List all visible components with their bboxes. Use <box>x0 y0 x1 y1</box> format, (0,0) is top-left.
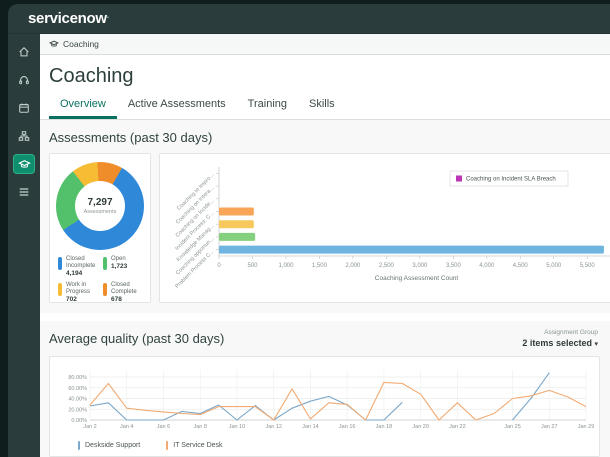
assignment-group-filter: Assignment Group 2 items selected ▾ <box>522 329 598 348</box>
average-quality-title: Average quality (past 30 days) <box>49 331 225 346</box>
svg-text:80.00%: 80.00% <box>68 375 87 381</box>
legend-swatch <box>58 257 62 270</box>
assessments-section: Assessments (past 30 days) 7,297 Assessm… <box>40 120 610 313</box>
assessments-donut-card: 7,297 Assessments Closed Incomplete 4,194 <box>49 153 151 303</box>
list-icon[interactable] <box>13 182 35 202</box>
org-chart-icon[interactable] <box>13 126 35 146</box>
svg-text:Jan 25: Jan 25 <box>504 424 521 430</box>
svg-text:3,000: 3,000 <box>412 263 428 269</box>
svg-text:Jan 16: Jan 16 <box>339 424 356 430</box>
legend-swatch <box>78 441 80 450</box>
svg-text:Jan 14: Jan 14 <box>302 424 319 430</box>
legend-item[interactable]: IT Service Desk <box>166 441 223 450</box>
svg-text:5,000: 5,000 <box>546 263 562 269</box>
donut-center: 7,297 Assessments <box>75 181 125 231</box>
svg-text:2,000: 2,000 <box>345 263 361 269</box>
svg-text:Jan 20: Jan 20 <box>412 424 429 430</box>
servicenow-logo: servicenow. <box>28 10 109 27</box>
donut-total-label: Assessments <box>83 209 117 215</box>
svg-text:20.00%: 20.00% <box>68 407 87 413</box>
legend-label: Work in Progress <box>66 282 91 295</box>
tab-skills[interactable]: Skills <box>309 98 335 110</box>
legend-label: Closed Incomplete <box>66 256 96 269</box>
assessments-bar-chart-card: 0 500 1,000 1,500 2,000 2,500 3,000 3,500 4,000 4… <box>159 153 610 303</box>
line-chart-legend: Deskside Support IT Service Desk <box>54 438 595 452</box>
tab-active-assessments[interactable]: Active Assessments <box>127 98 226 110</box>
average-quality-line-chart[interactable]: Jan 2 Jan 4 Jan 6 Jan 8 Jan 10 Jan 12 Jan 14 Ja… <box>54 363 595 433</box>
assignment-group-label: Assignment Group <box>544 329 598 336</box>
page-title: Coaching <box>49 65 134 87</box>
headset-icon[interactable] <box>13 70 35 90</box>
app-window: servicenow. <box>8 4 610 457</box>
assignment-group-dropdown[interactable]: 2 items selected ▾ <box>522 338 598 348</box>
svg-text:Jan 10: Jan 10 <box>229 424 246 430</box>
svg-text:500: 500 <box>247 263 258 269</box>
svg-text:3,500: 3,500 <box>446 263 462 269</box>
donut-total: 7,297 <box>87 197 113 208</box>
home-icon[interactable] <box>13 42 35 62</box>
legend-value: 4,194 <box>66 270 83 277</box>
svg-text:Jan 12: Jan 12 <box>265 424 282 430</box>
breadcrumb-label: Coaching <box>63 39 99 49</box>
legend-swatch <box>103 257 107 270</box>
svg-text:Jan 29: Jan 29 <box>578 424 595 430</box>
left-nav <box>8 34 40 457</box>
legend-item[interactable]: Open 1,723 <box>103 256 142 278</box>
legend-item[interactable]: Closed Incomplete 4,194 <box>58 256 97 278</box>
svg-text:1,000: 1,000 <box>278 263 294 269</box>
tab-bar: Overview Active Assessments Training Ski… <box>40 93 610 120</box>
legend-item[interactable]: Closed Complete 678 <box>103 282 142 304</box>
svg-text:2,500: 2,500 <box>379 263 395 269</box>
assessments-bar-chart[interactable]: 0 500 1,000 1,500 2,000 2,500 3,000 3,500 4,000 4… <box>162 162 610 300</box>
legend-label: Closed Complete <box>111 282 137 295</box>
breadcrumb[interactable]: Coaching <box>40 34 610 55</box>
legend-swatch <box>166 441 169 450</box>
legend-value: 678 <box>111 296 122 303</box>
svg-text:Coaching on Incident SLA Breac: Coaching on Incident SLA Breach <box>466 177 556 183</box>
graduation-cap-icon <box>48 40 60 47</box>
chevron-down-icon: ▾ <box>594 341 598 348</box>
legend-label: IT Service Desk <box>173 442 223 449</box>
svg-text:0: 0 <box>217 263 221 269</box>
average-quality-section: Average quality (past 30 days) Assignmen… <box>40 321 610 457</box>
graduation-cap-icon[interactable] <box>13 154 35 174</box>
tab-overview[interactable]: Overview <box>49 93 117 119</box>
legend-swatch <box>103 283 107 296</box>
svg-text:0.00%: 0.00% <box>71 418 87 424</box>
svg-text:4,500: 4,500 <box>513 263 529 269</box>
svg-text:60.00%: 60.00% <box>68 386 87 392</box>
average-quality-line-chart-card: Jan 2 Jan 4 Jan 6 Jan 8 Jan 10 Jan 12 Jan 14 Ja… <box>49 356 600 457</box>
legend-label: Open <box>111 256 126 262</box>
svg-text:1,500: 1,500 <box>312 263 328 269</box>
legend-value: 1,723 <box>111 263 128 270</box>
legend-item[interactable]: Deskside Support <box>78 441 140 450</box>
svg-text:Jan 22: Jan 22 <box>449 424 466 430</box>
svg-text:Jan 8: Jan 8 <box>193 424 206 430</box>
donut-legend: Closed Incomplete 4,194 Open 1,723 Work in… <box>56 256 144 304</box>
legend-item[interactable]: Work in Progress 702 <box>58 282 97 304</box>
svg-text:Jan 6: Jan 6 <box>157 424 170 430</box>
svg-text:Coaching Assessment Count: Coaching Assessment Count <box>375 275 459 282</box>
svg-text:Jan 27: Jan 27 <box>541 424 558 430</box>
legend-swatch <box>58 283 62 296</box>
svg-text:40.00%: 40.00% <box>68 397 87 403</box>
svg-text:Jan 2: Jan 2 <box>83 424 96 430</box>
calendar-icon[interactable] <box>13 98 35 118</box>
tab-training[interactable]: Training <box>247 98 288 110</box>
svg-text:Jan 4: Jan 4 <box>120 424 133 430</box>
app-header: servicenow. <box>8 4 610 34</box>
svg-text:4,000: 4,000 <box>479 263 495 269</box>
assessments-section-title: Assessments (past 30 days) <box>49 130 213 145</box>
svg-text:5,500: 5,500 <box>580 263 596 269</box>
legend-value: 702 <box>66 296 77 303</box>
legend-label: Deskside Support <box>85 442 141 449</box>
svg-text:Jan 18: Jan 18 <box>376 424 393 430</box>
